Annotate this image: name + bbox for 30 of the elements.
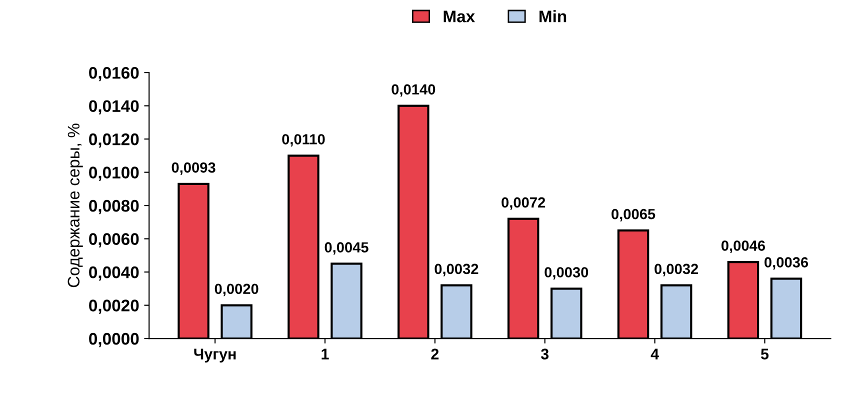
data-label: 0,0045 (324, 242, 368, 255)
y-tick-label: 0,0080 (89, 200, 139, 214)
legend-label: Max (444, 10, 475, 22)
x-tick-label: 1 (322, 348, 329, 360)
x-tick-label: 4 (650, 348, 659, 360)
x-tick-label: 2 (431, 348, 439, 360)
x-tick-label: Чугун (194, 348, 236, 362)
data-label: 0,0110 (282, 134, 325, 147)
data-label: 0,0072 (502, 197, 546, 210)
data-label: 0,0140 (392, 84, 436, 97)
data-label: 0,0046 (721, 240, 765, 253)
x-tick-label: 5 (760, 348, 769, 360)
legend-label: Min (540, 10, 566, 22)
data-label: 0,0032 (434, 264, 478, 276)
y-tick-label: 0,0160 (89, 66, 139, 82)
data-label: 0,0030 (544, 267, 588, 280)
data-label: 0,0036 (764, 257, 808, 270)
y-tick-label: 0,0140 (89, 100, 139, 114)
y-tick-label: 0,0120 (89, 133, 139, 148)
y-tick-label: 0,0060 (89, 233, 139, 248)
data-label: 0,0020 (214, 284, 258, 296)
data-label: 0,0032 (654, 264, 698, 276)
data-label: 0,0093 (172, 162, 216, 175)
y-tick-label: 0,0000 (89, 332, 139, 348)
data-label: 0,0065 (612, 208, 656, 222)
y-axis-title: Содержание серы, % (68, 124, 83, 288)
x-tick-label: 3 (540, 348, 549, 360)
y-tick-label: 0,0100 (89, 166, 139, 181)
y-tick-label: 0,0040 (89, 266, 139, 281)
y-tick-label: 0,0020 (89, 300, 139, 314)
